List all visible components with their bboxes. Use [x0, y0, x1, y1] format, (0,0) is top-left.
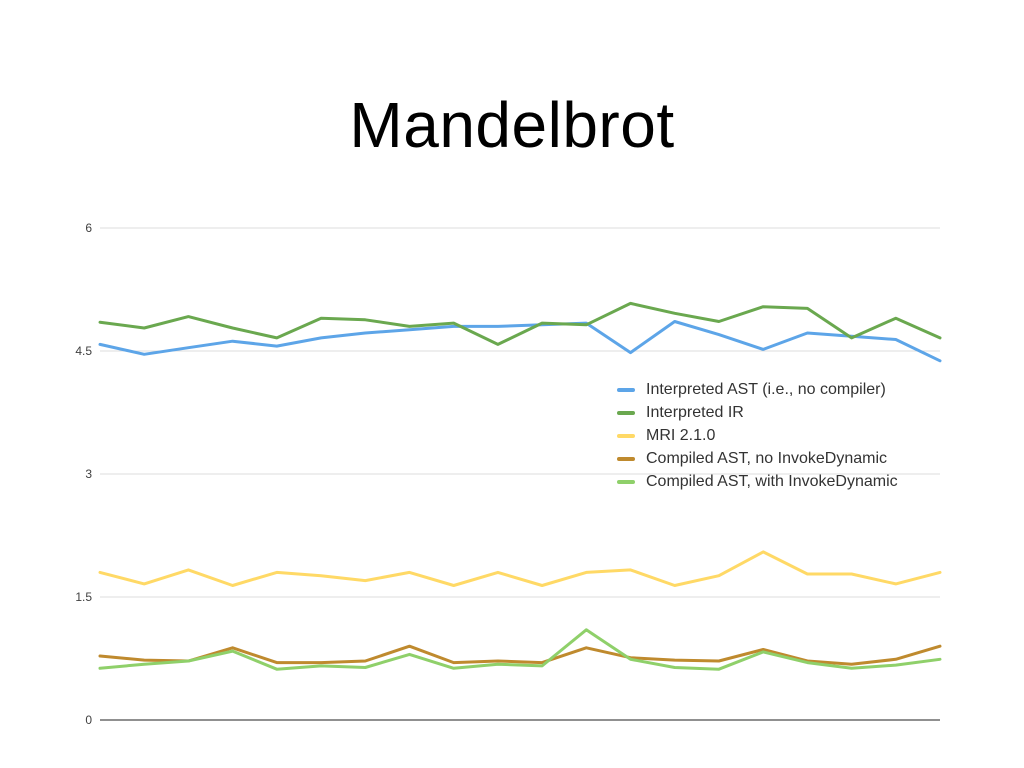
legend-item: Compiled AST, no InvokeDynamic	[617, 447, 898, 470]
series-line	[98, 550, 942, 587]
series-line	[98, 301, 942, 346]
legend-item: Interpreted IR	[617, 401, 898, 424]
legend-marker-icon	[617, 456, 635, 461]
series-line	[98, 320, 942, 363]
legend-marker-icon	[617, 387, 635, 392]
legend-marker-icon	[617, 479, 635, 484]
legend-item: MRI 2.1.0	[617, 424, 898, 447]
legend-marker-icon	[617, 410, 635, 415]
series-line	[98, 628, 942, 671]
chart-title: Mandelbrot	[349, 89, 675, 161]
y-tick-label: 0	[85, 713, 92, 727]
legend-item: Compiled AST, with InvokeDynamic	[617, 470, 898, 493]
series-line	[98, 644, 942, 666]
legend-label: Interpreted AST (i.e., no compiler)	[646, 380, 886, 398]
legend-label: Compiled AST, with InvokeDynamic	[646, 472, 898, 490]
legend-label: MRI 2.1.0	[646, 426, 716, 444]
y-tick-label: 6	[85, 221, 92, 235]
legend-label: Interpreted IR	[646, 403, 744, 421]
chart-legend: Interpreted AST (i.e., no compiler) Inter…	[617, 378, 898, 493]
y-tick-label: 3	[85, 467, 92, 481]
y-tick-label: 4.5	[75, 344, 92, 358]
legend-marker-icon	[617, 433, 635, 438]
legend-label: Compiled AST, no InvokeDynamic	[646, 449, 887, 467]
y-tick-label: 1.5	[75, 590, 92, 604]
legend-item: Interpreted AST (i.e., no compiler)	[617, 378, 898, 401]
